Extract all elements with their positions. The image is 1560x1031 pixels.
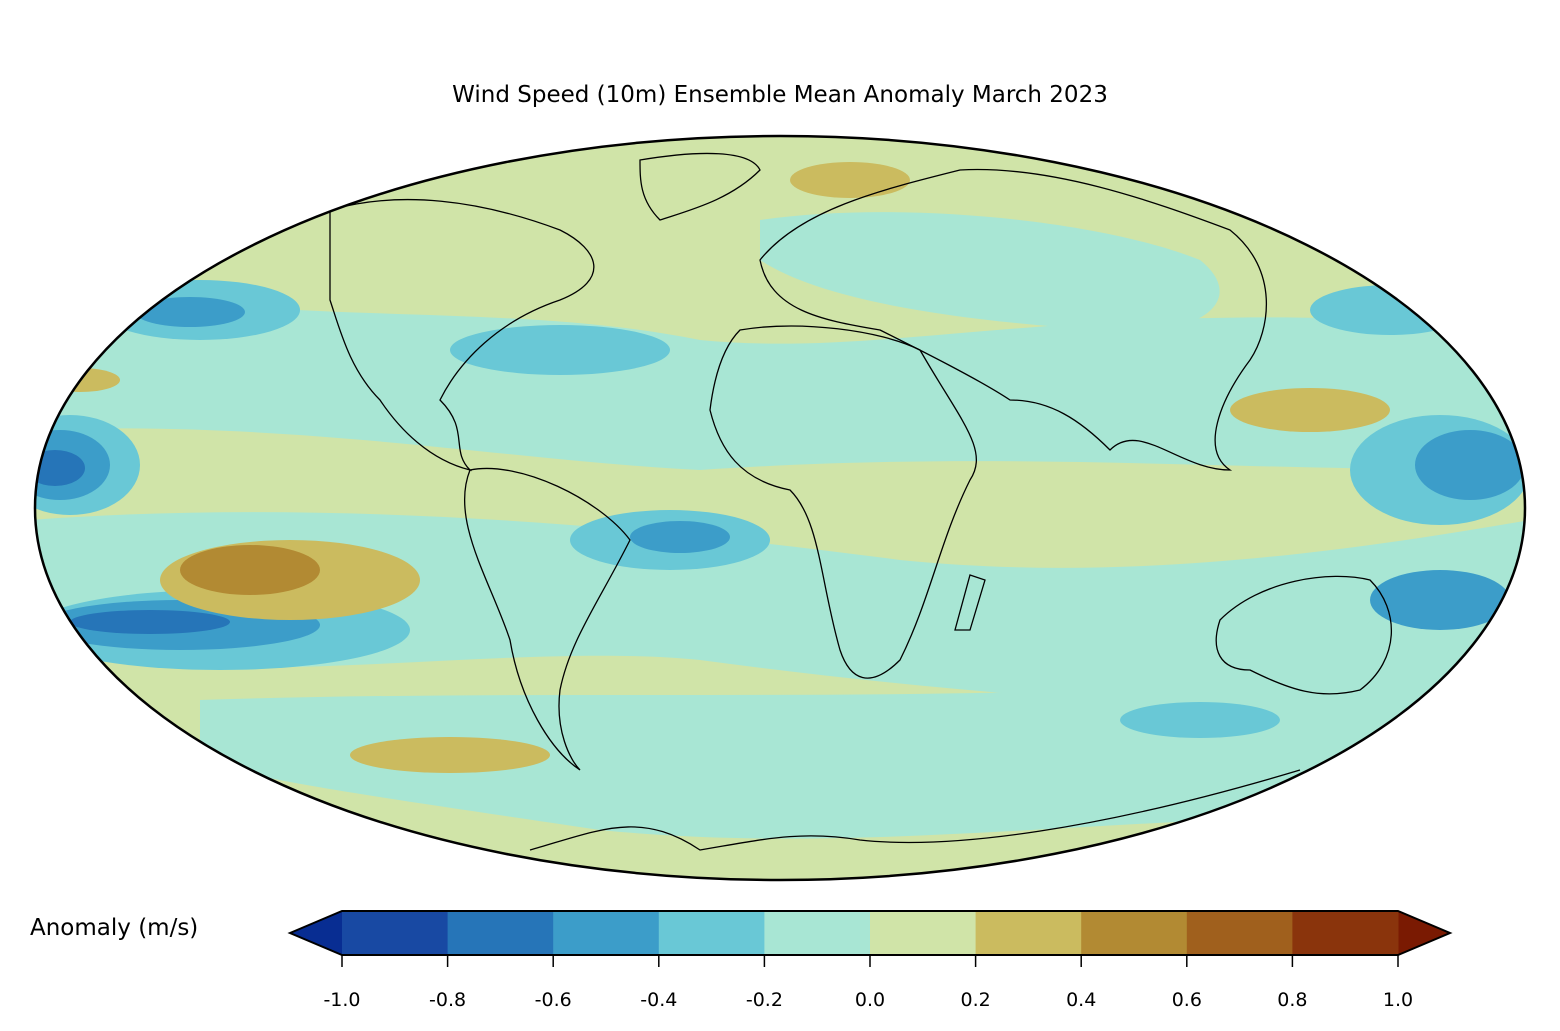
colorbar-tick-label: 0.2	[960, 989, 990, 1011]
anomaly-region	[135, 297, 245, 327]
colorbar-tick-label: -0.8	[429, 989, 466, 1011]
australia	[1215, 575, 1392, 695]
madagascar	[954, 574, 986, 631]
anomaly-region	[760, 212, 1220, 332]
anomaly-region	[1370, 570, 1510, 630]
anomaly-region	[1310, 285, 1470, 335]
colorbar-segment	[342, 911, 449, 955]
greenland	[639, 152, 761, 221]
colorbar-tick-label: 0.6	[1172, 989, 1202, 1011]
anomaly-region	[1120, 702, 1280, 738]
colorbar-segment	[658, 911, 765, 955]
map-title: Wind Speed (10m) Ensemble Mean Anomaly M…	[452, 82, 1108, 108]
anomaly-region	[180, 545, 320, 595]
colorbar-segment	[764, 911, 871, 955]
anomaly-field	[35, 136, 1525, 880]
anomaly-region	[350, 737, 550, 773]
anomaly-region	[35, 512, 1525, 708]
anomaly-region	[630, 521, 730, 553]
anomaly-region	[1415, 430, 1525, 500]
colorbar: -1.0 -0.8 -0.6 -0.4 -0.2 0.0 0.2 0.4 0.6 0.8 1.0	[287, 910, 1453, 1011]
colorbar-tick-label: 0.0	[855, 989, 885, 1011]
anomaly-region	[450, 325, 670, 375]
coastlines	[329, 152, 1392, 851]
colorbar-tick-label: -0.2	[746, 989, 783, 1011]
colorbar-segment	[870, 911, 977, 955]
colorbar-segment	[553, 911, 660, 955]
anomaly-region	[1230, 388, 1390, 432]
colorbar-segment	[1292, 911, 1399, 955]
eurasia	[759, 168, 1268, 471]
colorbar-tick-label: 1.0	[1383, 989, 1413, 1011]
anomaly-region	[35, 450, 85, 486]
south-america	[463, 467, 631, 771]
colorbar-over-extension	[1398, 911, 1450, 955]
colorbar-tick-label: 0.4	[1066, 989, 1096, 1011]
colorbar-segment	[447, 911, 554, 955]
colorbar-tick-label: 0.8	[1277, 989, 1307, 1011]
north-america	[329, 198, 595, 472]
colorbar-segment	[1186, 911, 1293, 955]
colorbar-label: Anomaly (m/s)	[30, 915, 199, 941]
colorbar-under-extension	[290, 911, 342, 955]
colorbar-tick-label: -1.0	[323, 989, 360, 1011]
colorbar-segment	[975, 911, 1082, 955]
anomaly-region	[790, 162, 910, 198]
antarctica	[529, 769, 1301, 851]
colorbar-tick-label: -0.4	[640, 989, 677, 1011]
anomaly-region	[70, 610, 230, 634]
colorbar-tick-label: -0.6	[535, 989, 572, 1011]
globe-outline	[33, 134, 1527, 882]
colorbar-segment	[1081, 911, 1188, 955]
